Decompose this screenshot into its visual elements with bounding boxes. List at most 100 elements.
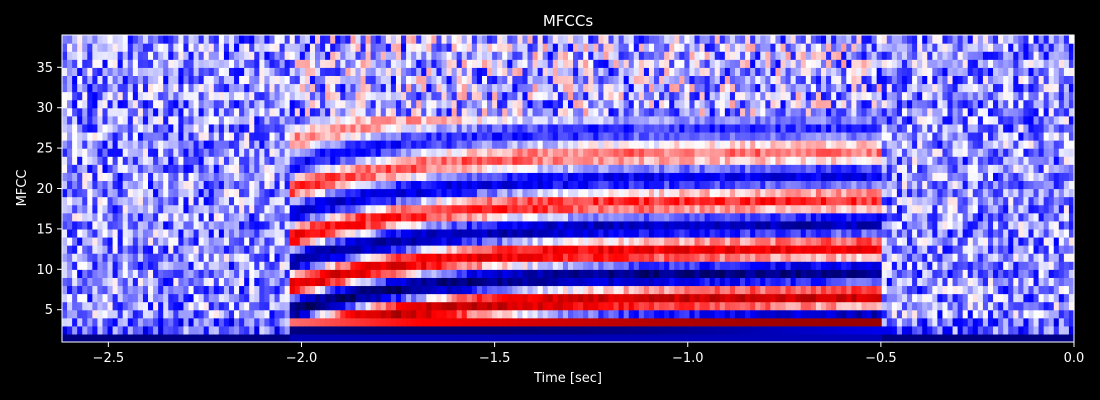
heatmap-cell: [315, 83, 321, 93]
heatmap-cell: [335, 83, 341, 93]
heatmap-cell: [431, 277, 438, 287]
heatmap-cell: [299, 180, 306, 190]
heatmap-cell: [664, 325, 670, 335]
heatmap-cell: [203, 220, 210, 230]
heatmap-cell: [487, 172, 493, 182]
heatmap-cell: [325, 204, 331, 214]
heatmap-cell: [593, 333, 599, 343]
heatmap-cell: [299, 293, 306, 303]
heatmap-cell: [537, 285, 544, 295]
heatmap-cell: [583, 269, 589, 278]
heatmap-cell: [213, 115, 220, 125]
heatmap-cell: [82, 277, 88, 287]
heatmap-cell: [345, 35, 352, 44]
heatmap-cell: [547, 188, 554, 198]
heatmap-cell: [188, 317, 195, 327]
heatmap-cell: [365, 325, 372, 335]
heatmap-cell: [218, 212, 225, 222]
heatmap-cell: [82, 269, 88, 278]
heatmap-cell: [401, 220, 407, 230]
heatmap-cell: [239, 83, 245, 93]
heatmap-cell: [542, 99, 549, 109]
heatmap-cell: [380, 35, 387, 44]
heatmap-cell: [77, 333, 83, 343]
heatmap-cell: [117, 333, 124, 343]
heatmap-cell: [532, 164, 539, 173]
heatmap-cell: [330, 51, 336, 60]
heatmap-cell: [335, 261, 341, 270]
heatmap-cell: [628, 35, 635, 44]
heatmap-cell: [350, 115, 357, 125]
heatmap-cell: [446, 261, 453, 270]
heatmap-cell: [426, 59, 432, 68]
heatmap-cell: [481, 261, 488, 270]
heatmap-cell: [411, 253, 417, 262]
heatmap-cell: [67, 309, 73, 319]
heatmap-cell: [112, 253, 119, 262]
heatmap-cell: [456, 325, 463, 335]
heatmap-cell: [704, 115, 711, 125]
heatmap-cell: [659, 245, 665, 254]
heatmap-cell: [228, 91, 235, 101]
heatmap-cell: [654, 204, 660, 214]
heatmap-cell: [112, 333, 119, 343]
heatmap-cell: [158, 253, 164, 262]
heatmap-cell: [714, 309, 721, 319]
heatmap-cell: [674, 67, 680, 76]
heatmap-cell: [532, 317, 539, 327]
heatmap-cell: [638, 140, 645, 149]
heatmap-cell: [142, 172, 149, 182]
heatmap-cell: [431, 148, 438, 157]
heatmap-cell: [360, 285, 367, 295]
heatmap-cell: [719, 43, 726, 52]
heatmap-cell: [679, 59, 685, 68]
heatmap-cell: [142, 333, 149, 343]
heatmap-cell: [330, 180, 336, 190]
heatmap-cell: [542, 51, 549, 60]
heatmap-cell: [689, 228, 696, 238]
heatmap-cell: [461, 301, 468, 311]
heatmap-cell: [320, 212, 326, 222]
heatmap-cell: [375, 99, 382, 109]
heatmap-cell: [168, 43, 174, 52]
heatmap-cell: [481, 285, 488, 295]
heatmap-cell: [299, 285, 306, 295]
heatmap-cell: [401, 293, 407, 303]
heatmap-cell: [137, 277, 144, 287]
heatmap-cell: [249, 220, 255, 230]
heatmap-cell: [315, 148, 321, 157]
heatmap-cell: [82, 91, 88, 101]
heatmap-cell: [446, 123, 453, 133]
heatmap-cell: [502, 317, 508, 327]
heatmap-cell: [259, 107, 265, 117]
heatmap-cell: [127, 220, 134, 230]
heatmap-cell: [92, 43, 99, 52]
heatmap-cell: [446, 75, 453, 85]
heatmap-cell: [299, 277, 306, 287]
heatmap-cell: [97, 43, 104, 52]
heatmap-cell: [532, 220, 539, 230]
heatmap-cell: [380, 228, 387, 238]
heatmap-cell: [638, 309, 645, 319]
heatmap-cell: [578, 156, 584, 165]
heatmap-cell: [568, 99, 574, 109]
heatmap-cell: [699, 245, 706, 254]
heatmap-cell: [674, 131, 680, 141]
heatmap-cell: [92, 269, 99, 278]
heatmap-cell: [178, 59, 185, 68]
heatmap-cell: [547, 204, 554, 214]
heatmap-cell: [289, 148, 296, 157]
heatmap-cell: [593, 51, 599, 60]
heatmap-cell: [502, 212, 508, 222]
heatmap-cell: [259, 333, 265, 343]
heatmap-cell: [694, 91, 701, 101]
heatmap-cell: [234, 236, 240, 246]
heatmap-cell: [476, 253, 483, 262]
heatmap-cell: [608, 156, 615, 165]
heatmap-cell: [148, 236, 154, 246]
heatmap-cell: [461, 180, 468, 190]
heatmap-cell: [92, 156, 99, 165]
heatmap-cell: [112, 91, 119, 101]
heatmap-cell: [674, 309, 680, 319]
heatmap-cell: [330, 83, 336, 93]
